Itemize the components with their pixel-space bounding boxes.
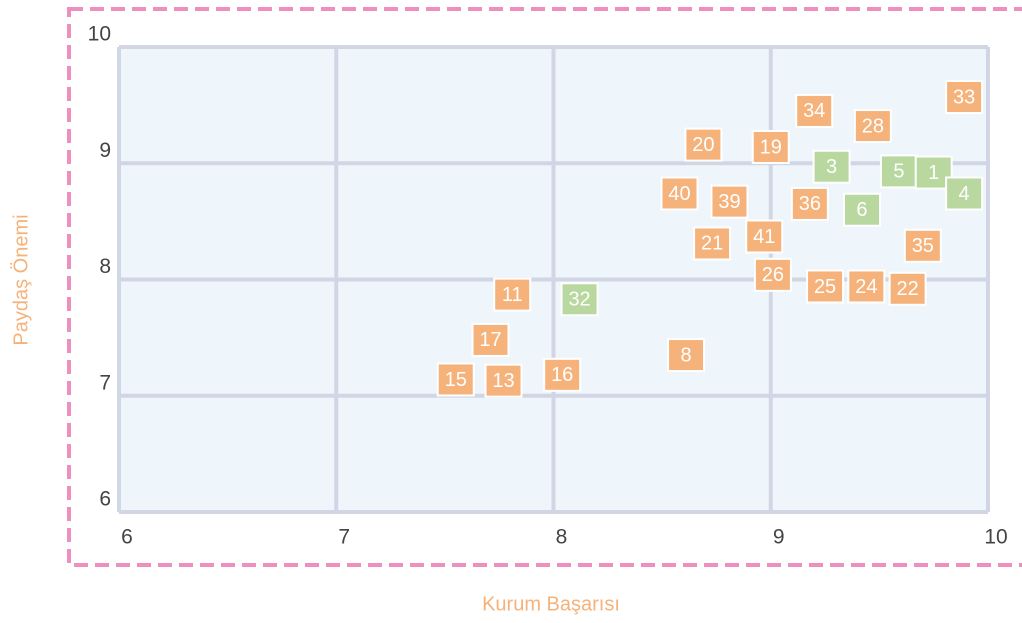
point-label: 28 [862,115,884,137]
point [945,79,984,114]
point-label: 40 [668,183,690,205]
y-tick-label: 9 [99,139,111,162]
point-label: 8 [680,344,691,366]
point-label: 4 [959,183,970,205]
point-label: 24 [855,276,877,298]
point [806,269,845,304]
point [753,257,792,292]
x-tick-label: 8 [556,526,568,549]
point [660,176,699,211]
x-tick-label: 7 [338,526,350,549]
y-axis-title: Paydaş Önemi [10,214,32,345]
point-label: 3 [826,156,837,178]
point-label: 32 [568,289,590,311]
point [795,93,834,128]
point [812,149,851,184]
point-label: 41 [753,226,775,248]
point [436,362,475,397]
point-label: 33 [953,86,975,108]
point [790,186,829,221]
frame [67,7,1022,567]
point [903,228,942,263]
point [710,184,749,219]
point-label: 25 [814,276,836,298]
point [484,363,523,398]
point [493,277,532,312]
point-label: 5 [893,161,904,183]
point-label: 15 [445,369,467,391]
point [751,129,790,164]
x-tick-label: 9 [773,526,785,549]
point-label: 19 [760,136,782,158]
point [543,357,582,392]
point-label: 22 [896,278,918,300]
point-label: 17 [479,329,501,351]
point-label: 26 [762,264,784,286]
point-label: 6 [856,199,867,221]
point [745,219,784,254]
x-tick-label: 6 [121,526,133,549]
point-label: 11 [502,284,523,306]
point-label: 13 [492,370,514,392]
point-label: 39 [718,191,740,213]
point [847,269,886,304]
point [888,271,927,306]
point-label: 20 [692,134,714,156]
x-tick-label: 10 [984,526,1007,549]
point [684,127,723,162]
point-label: 36 [799,193,821,215]
point [667,338,706,373]
point [560,282,599,317]
point [853,109,892,144]
x-axis-title: Kurum Başarısı [482,593,620,615]
y-tick-label: 10 [88,23,111,46]
point-label: 34 [803,100,825,122]
y-tick-label: 6 [99,488,111,511]
point-label: 16 [551,364,573,386]
y-tick-label: 7 [99,371,111,394]
point-label: 1 [928,162,939,184]
point [842,192,881,227]
point-label: 35 [912,235,934,257]
y-tick-label: 8 [99,255,111,278]
point [693,226,732,261]
point-label: 21 [701,233,723,255]
point [471,322,510,357]
point [945,176,984,211]
